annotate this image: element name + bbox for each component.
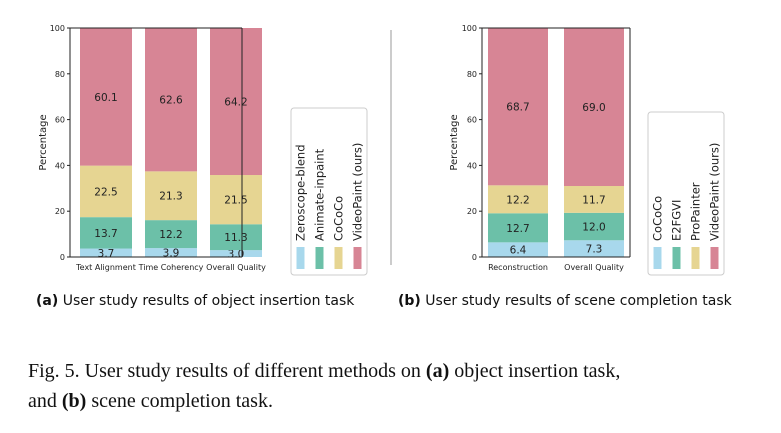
subcaption: (b) User study results of scene completi… [398,293,733,309]
chart-b-legend: CoCoCo E2FGVI ProPainter VideoPaint (ours) [647,111,725,276]
legend-swatch [315,247,324,269]
legend-entry: ProPainter [689,182,703,241]
legend-entry: E2FGVI [670,200,684,241]
caption-prefix: Fig. 5. User study results of different … [28,360,426,382]
data-label: 22.5 [94,186,117,198]
legend-swatch [672,247,681,269]
bar-segment [80,28,132,166]
y-tick-label: 40 [467,161,477,170]
data-label: 3.0 [228,249,245,261]
bar-segment [80,165,132,218]
data-label: 11.7 [582,194,605,206]
figure-caption-line-2: and (b) scene completion task. [28,386,773,416]
data-label: 13.7 [94,228,117,240]
subcaptions: (a) User study results of object inserti… [36,293,733,309]
bar-segment [564,240,624,257]
bar-segment [145,171,197,221]
y-tick-label: 20 [55,207,65,216]
legend-entry: Zeroscope-blend [294,145,308,242]
figure-caption-line-1: Fig. 5. User study results of different … [28,356,773,386]
data-label: 64.2 [224,97,247,109]
data-label: 7.3 [586,244,603,256]
bar-segment [488,185,548,214]
data-label: 21.5 [224,195,247,207]
data-label: 3.7 [98,248,115,260]
data-label: 12.7 [506,223,529,235]
subcaption-label: (a) [36,293,58,309]
bar-segment [145,28,197,172]
chart-b-scene-completion: Percentage 6.4 12.7 12.2 68.7 Reconstruction 7… [449,24,631,272]
data-label: 12.2 [159,229,182,241]
caption-suffix: scene completion task. [86,390,273,412]
y-tick-label: 60 [467,116,477,125]
legend-entry: CoCoCo [651,196,665,241]
data-label: 68.7 [506,102,529,114]
data-label: 11.3 [224,232,247,244]
data-label: 12.2 [506,194,529,206]
bar-segment [80,217,132,249]
x-tick-label: Overall Quality [206,263,266,272]
bar-segment [210,250,262,257]
legend-entry: CoCoCo [332,196,346,241]
bar-segment [564,212,624,241]
legend-entry: VideoPaint (ours) [351,143,365,241]
bar-segment [488,213,548,243]
x-tick-label: Reconstruction [488,263,548,272]
bar-segment [80,248,132,257]
bar-segment [145,220,197,249]
y-tick-label: 20 [467,207,477,216]
data-label: 60.1 [94,92,117,104]
y-tick-label: 100 [50,24,65,33]
y-tick-label: 80 [467,70,477,79]
y-tick-label: 0 [472,253,477,262]
legend-frame [647,111,725,276]
subcaption-label: (b) [398,293,421,309]
y-tick-label: 0 [60,253,65,262]
legend-swatch [691,247,700,269]
y-tick-label: 60 [55,116,65,125]
x-tick-label: Text Alignment [75,263,136,272]
subcaption-text: User study results of scene completion t… [421,293,733,309]
y-axis-label: Percentage [449,114,460,170]
data-label: 21.3 [159,191,182,203]
chart-a-object-insertion: Percentage 3.7 13.7 22.5 60.1 Text Alignment 3… [38,24,266,272]
x-tick-label: Overall Quality [564,263,624,272]
data-label: 6.4 [510,245,527,257]
bar-segment [145,248,197,257]
legend-swatch [653,247,662,269]
chart-a-legend: Zeroscope-blend Animate-inpaint CoCoCo Vide… [290,107,368,276]
caption-middle: object insertion task, [449,360,621,382]
bar-segment [488,28,548,186]
y-tick-label: 40 [55,161,65,170]
figure-caption: Fig. 5. User study results of different … [28,356,773,416]
subcaption-text: User study results of object insertion t… [58,293,355,309]
x-tick-label: Time Coherency [138,263,204,272]
bar-segment [210,175,262,225]
legend-swatch [334,247,343,269]
data-label: 62.6 [159,95,183,107]
data-label: 3.9 [163,248,180,260]
bar-segment [488,242,548,257]
data-label: 12.0 [582,222,605,234]
legend-frame [290,107,368,276]
caption-a-label: (a) [425,360,450,382]
legend-entry: Animate-inpaint [313,148,327,241]
subcaption: (a) User study results of object inserti… [36,293,355,309]
legend-swatch [353,247,362,269]
y-axis-label: Percentage [38,114,49,170]
caption-b-label: (b) [61,390,87,412]
bar-segment [564,186,624,213]
legend-swatch [710,247,719,269]
bar-segment [210,224,262,251]
y-tick-label: 80 [55,70,65,79]
data-label: 69.0 [582,102,605,114]
bar-segment [564,28,624,187]
y-tick-label: 100 [462,24,477,33]
caption-line2-prefix: and [28,390,62,412]
legend-swatch [296,247,305,269]
bar-segment [210,28,262,176]
legend-entry: VideoPaint (ours) [708,143,722,241]
